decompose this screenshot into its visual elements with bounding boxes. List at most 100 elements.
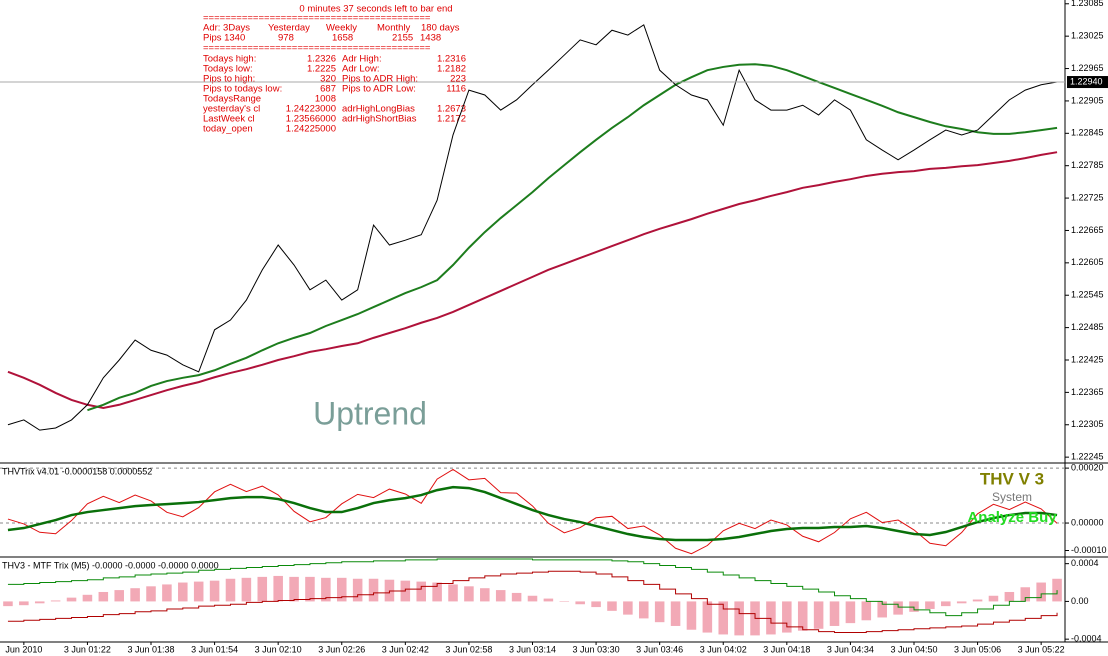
y-tick-label: -0.0004 — [1071, 634, 1102, 644]
histogram-bar — [352, 578, 363, 602]
y-tick-label: 0.00 — [1071, 596, 1089, 606]
info-block: 0 minutes 37 seconds left to bar end ===… — [203, 4, 466, 135]
histogram-bar — [829, 601, 840, 626]
x-tick-label: 3 Jun 02:10 — [255, 644, 302, 654]
histogram-bar — [241, 577, 252, 602]
x-tick-label: 3 Jun 02:58 — [445, 644, 492, 654]
adr-header: Adr: 3Days — [203, 23, 250, 34]
histogram-bar — [861, 601, 872, 621]
histogram-bar — [941, 601, 951, 607]
histogram-bar — [305, 576, 315, 602]
histogram-bar — [925, 601, 935, 609]
histogram-bar — [209, 580, 220, 602]
x-tick-label: 3 Jun 04:50 — [890, 644, 937, 654]
histogram-bar — [1052, 578, 1062, 602]
histogram-bar — [893, 601, 903, 615]
stat-text: 1.2326 — [307, 54, 336, 65]
stat-text: 1116 — [446, 84, 466, 95]
adr-pips: 1658 — [332, 33, 353, 44]
stat-text: 1.23566000 — [286, 114, 336, 125]
histogram-bar — [368, 578, 379, 602]
y-tick-label: 1.22905 — [1071, 95, 1104, 105]
series-line — [7, 485, 1058, 542]
last-price-label: 1.22940 — [1070, 76, 1103, 86]
stat-text: 687 — [320, 84, 336, 95]
histogram-bar — [813, 601, 824, 629]
series-line — [87, 63, 1058, 412]
stat-text: 1.2316 — [437, 54, 466, 65]
histogram-bar — [3, 601, 13, 607]
histogram-bar — [193, 581, 204, 602]
stat-text: 1.2182 — [437, 64, 466, 75]
stat-text: TodaysRange — [203, 94, 261, 105]
histogram-bar — [146, 586, 156, 602]
histogram-bar — [845, 601, 856, 624]
stat-text: 320 — [320, 74, 336, 85]
stat-text: 1.24223000 — [286, 104, 336, 115]
stat-text: Todays high: — [203, 54, 256, 65]
histogram-bar — [19, 601, 29, 606]
adr-header: Weekly — [326, 23, 357, 34]
stat-text: Adr Low: — [342, 64, 380, 75]
histogram-bar — [34, 601, 45, 604]
stat-text: 1.24225000 — [286, 124, 336, 135]
histogram-bar — [321, 577, 331, 602]
x-tick-label: 3 Jun 01:54 — [191, 644, 238, 654]
x-tick-label: 3 Jun 01:38 — [127, 644, 174, 654]
adr-pips: 2155 — [392, 33, 413, 44]
y-tick-label: 0.0004 — [1071, 558, 1099, 568]
adr-header: 180 days — [421, 23, 460, 34]
trend-label: Uptrend — [313, 395, 427, 431]
stat-text: adrHighLongBias — [342, 104, 415, 115]
y-tick-label: 1.23085 — [1071, 0, 1104, 8]
adr-pips: Pips 1340 — [203, 33, 245, 44]
series-line — [7, 558, 1058, 617]
histogram-bar — [607, 601, 617, 611]
x-tick-label: 3 Jun 03:14 — [509, 644, 556, 654]
y-tick-label: -0.00010 — [1071, 545, 1107, 555]
system-label: System — [992, 490, 1032, 504]
stat-text: Pips to ADR Low: — [342, 84, 416, 95]
system-label: Analyze Buy — [967, 509, 1057, 526]
histogram-bar — [448, 584, 458, 602]
histogram-bar — [480, 588, 490, 602]
histogram-bar — [591, 601, 601, 608]
series-line — [7, 468, 1058, 555]
x-tick-label: 3 Jun 05:22 — [1018, 644, 1065, 654]
histogram-bar — [273, 575, 283, 602]
histogram-bar — [98, 591, 109, 602]
histogram-bar — [527, 595, 538, 602]
histogram-bar — [734, 601, 744, 636]
histogram-bar — [416, 581, 426, 602]
stat-text: adrHighShortBias — [342, 114, 417, 125]
y-tick-label: 1.22845 — [1071, 128, 1104, 138]
y-tick-label: 0.00020 — [1071, 462, 1104, 472]
histogram-bar — [257, 576, 268, 602]
series-line — [7, 24, 1058, 431]
x-tick-label: 3 Jun 04:34 — [827, 644, 874, 654]
last-price-box — [1067, 76, 1108, 89]
stat-text: Todays low: — [203, 64, 253, 75]
y-tick-label: 1.22425 — [1071, 354, 1104, 364]
x-tick-label: 3 Jun 03:46 — [636, 644, 683, 654]
stat-text: today_open — [203, 124, 253, 135]
separator: ========================================… — [203, 13, 431, 24]
y-tick-label: 1.22665 — [1071, 225, 1104, 235]
y-tick-label: 0.00000 — [1071, 517, 1104, 527]
histogram-bar — [956, 601, 967, 604]
histogram-bar — [988, 595, 999, 602]
histogram-bar — [782, 601, 792, 633]
histogram-bar — [50, 600, 61, 602]
histogram-bar — [797, 601, 808, 631]
histogram-bar — [162, 584, 172, 602]
histogram-bar — [1036, 582, 1046, 602]
adr-pips: 978 — [278, 33, 294, 44]
series-line — [7, 570, 1058, 634]
y-tick-label: 1.22605 — [1071, 257, 1104, 267]
y-tick-label: 1.22725 — [1071, 192, 1104, 202]
separator: ========================================… — [203, 43, 431, 54]
x-tick-label: 3 Jun 04:02 — [700, 644, 747, 654]
y-tick-label: 1.22305 — [1071, 419, 1104, 429]
x-tick-label: Jun 2010 — [5, 644, 42, 654]
